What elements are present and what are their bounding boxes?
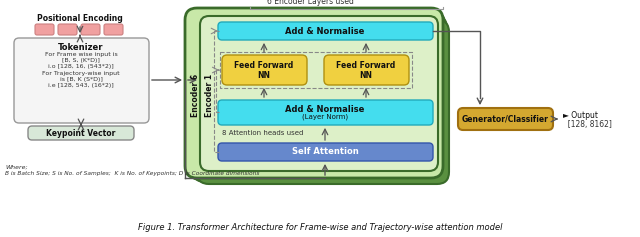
Text: Generator/Classifier: Generator/Classifier	[462, 114, 549, 123]
Text: (Layer Norm): (Layer Norm)	[302, 114, 348, 120]
Text: For Trajectory-wise input: For Trajectory-wise input	[42, 71, 120, 76]
Text: Encoder 6: Encoder 6	[191, 73, 200, 117]
Text: NN: NN	[257, 70, 271, 79]
FancyBboxPatch shape	[104, 24, 123, 35]
FancyBboxPatch shape	[218, 22, 433, 40]
FancyBboxPatch shape	[185, 8, 443, 178]
Text: For Frame wise input is: For Frame wise input is	[45, 52, 117, 57]
FancyBboxPatch shape	[58, 24, 77, 35]
Text: is [B, K (S*D)]: is [B, K (S*D)]	[60, 77, 102, 82]
FancyBboxPatch shape	[222, 55, 307, 85]
Text: [B, S, (K*D)]: [B, S, (K*D)]	[62, 58, 100, 63]
Text: Keypoint Vector: Keypoint Vector	[46, 128, 116, 137]
Text: 6 Encoder Layers used: 6 Encoder Layers used	[267, 0, 353, 6]
Text: B is Batch Size; S is No. of Samples;  K is No. of Keypoints; D is Coordinate di: B is Batch Size; S is No. of Samples; K …	[5, 171, 259, 176]
Text: Add & Normalise: Add & Normalise	[285, 105, 365, 114]
Text: Self Attention: Self Attention	[292, 147, 358, 156]
FancyBboxPatch shape	[189, 12, 445, 180]
Text: [128, 8162]: [128, 8162]	[563, 119, 612, 128]
FancyBboxPatch shape	[81, 24, 100, 35]
FancyBboxPatch shape	[193, 16, 447, 182]
Text: Feed Forward: Feed Forward	[234, 60, 294, 69]
Text: Where;: Where;	[5, 165, 28, 170]
Text: Feed Forward: Feed Forward	[337, 60, 396, 69]
FancyBboxPatch shape	[218, 100, 433, 125]
Text: NN: NN	[360, 70, 372, 79]
Text: 8 Attention heads used: 8 Attention heads used	[222, 130, 303, 136]
FancyBboxPatch shape	[35, 24, 54, 35]
FancyBboxPatch shape	[200, 16, 438, 171]
Text: Positional Encoding: Positional Encoding	[37, 14, 123, 23]
Text: i.o [128, 16, (543*2)]: i.o [128, 16, (543*2)]	[48, 64, 114, 69]
Text: Tokenizer: Tokenizer	[58, 43, 104, 52]
Text: Figure 1. Transformer Architecture for Frame-wise and Trajectory-wise attention : Figure 1. Transformer Architecture for F…	[138, 223, 502, 232]
FancyBboxPatch shape	[324, 55, 409, 85]
Text: Add & Normalise: Add & Normalise	[285, 27, 365, 36]
Text: Encoder 1: Encoder 1	[205, 73, 214, 117]
FancyBboxPatch shape	[197, 20, 449, 184]
FancyBboxPatch shape	[28, 126, 134, 140]
Text: ► Output: ► Output	[563, 110, 598, 119]
FancyBboxPatch shape	[218, 143, 433, 161]
Text: i.e [128, 543, (16*2)]: i.e [128, 543, (16*2)]	[48, 83, 114, 88]
FancyBboxPatch shape	[14, 38, 149, 123]
FancyBboxPatch shape	[458, 108, 553, 130]
